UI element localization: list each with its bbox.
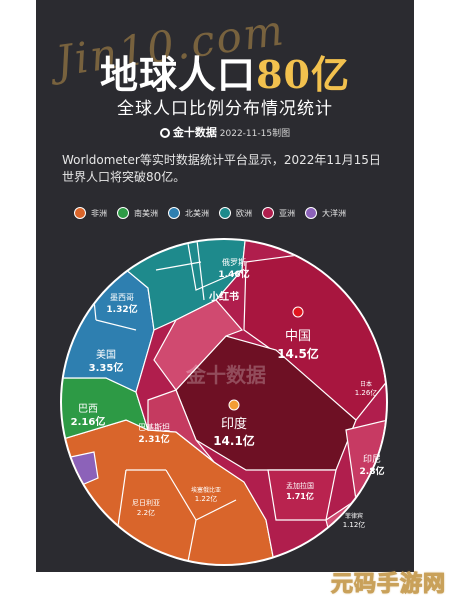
legend-item-asia: 亚洲	[262, 207, 295, 219]
infographic-poster: Jin10.com 地球人口80亿 全球人口比例分布情况统计 金十数据 2022…	[36, 0, 414, 572]
source-brand: 金十数据	[172, 126, 217, 139]
europe-cell-border	[195, 240, 205, 301]
value-china: 14.5亿	[277, 346, 319, 361]
value-usa: 3.35亿	[89, 361, 124, 374]
na-cell-border	[95, 319, 137, 331]
label-china: 中国	[285, 329, 311, 344]
label-nigeria: 尼日利亚	[132, 498, 160, 507]
cell-india	[175, 335, 357, 471]
label-india: 印度	[221, 416, 247, 432]
legend-label: 北美洲	[185, 208, 209, 218]
value-indonesia: 2.8亿	[360, 465, 385, 477]
title-number: 80亿	[256, 52, 350, 97]
label-brazil: 巴西	[78, 403, 98, 415]
label-mexico: 墨西哥	[110, 293, 134, 302]
legend-label: 非洲	[91, 208, 107, 218]
center-logo-watermark: 金十数据	[185, 363, 266, 387]
legend-item-europe: 欧洲	[219, 207, 252, 219]
legend-dot-icon	[117, 207, 129, 219]
label-philippines: 菲律宾	[345, 512, 363, 520]
africa-cell-border	[165, 469, 197, 521]
africa-cell-border	[195, 499, 237, 521]
legend-dot-icon	[219, 207, 231, 219]
value-philippines: 1.12亿	[343, 520, 366, 529]
population-voronoi-chart: 中国 14.5亿 印度 14.1亿 美国 3.35亿 巴基斯坦 2.31亿 巴西…	[60, 238, 388, 566]
value-bangladesh: 1.71亿	[286, 491, 314, 501]
legend-item-africa: 非洲	[74, 207, 107, 219]
intro-text: Worldometer等实时数据统计平台显示，2022年11月15日世界人口将突…	[62, 153, 381, 184]
china-flag-icon	[292, 306, 304, 318]
legend-label: 欧洲	[236, 208, 252, 218]
label-pakistan: 巴基斯坦	[138, 422, 170, 432]
title-main: 地球人口	[100, 52, 257, 97]
value-japan: 1.26亿	[355, 388, 378, 397]
value-ethiopia: 1.22亿	[195, 494, 218, 503]
value-mexico: 1.32亿	[106, 303, 137, 315]
page-title: 地球人口80亿	[36, 44, 414, 99]
legend-dot-icon	[74, 207, 86, 219]
legend-item-oceania: 大洋洲	[305, 207, 346, 219]
legend-label: 南美洲	[134, 208, 158, 218]
label-ethiopia: 埃塞俄比亚	[191, 486, 221, 494]
cell-asia-small	[153, 299, 244, 391]
value-pakistan: 2.31亿	[138, 433, 169, 445]
legend-label: 大洋洲	[322, 208, 346, 218]
label-indonesia: 印尼	[363, 453, 381, 465]
label-usa: 美国	[96, 348, 116, 361]
legend-item-north-america: 北美洲	[168, 207, 209, 219]
source-date: 2022-11-15制图	[219, 129, 291, 139]
legend-dot-icon	[262, 207, 274, 219]
legend-dot-icon	[305, 207, 317, 219]
corner-watermark: 元码手游网	[330, 572, 446, 598]
xiaohongshu-watermark: 小红书	[208, 290, 239, 303]
label-japan: 日本	[360, 380, 372, 388]
value-brazil: 2.16亿	[71, 415, 106, 428]
page-subtitle: 全球人口比例分布情况统计	[117, 99, 333, 119]
jin10-logo-icon	[159, 128, 170, 138]
legend-item-south-america: 南美洲	[117, 207, 158, 219]
value-nigeria: 2.2亿	[137, 508, 155, 517]
legend-dot-icon	[168, 207, 180, 219]
label-bangladesh: 孟加拉国	[286, 481, 314, 490]
india-flag-icon	[228, 399, 240, 411]
europe-cell-border	[155, 261, 202, 271]
europe-cell-borders	[185, 240, 243, 291]
legend: 非洲 南美洲 北美洲 欧洲 亚洲 大洋洲	[74, 206, 404, 220]
value-russia: 1.46亿	[218, 268, 249, 280]
source-line: 金十数据 2022-11-15制图	[36, 124, 414, 140]
legend-label: 亚洲	[279, 208, 295, 218]
label-russia: 俄罗斯	[222, 257, 246, 267]
value-india: 14.1亿	[213, 433, 255, 448]
